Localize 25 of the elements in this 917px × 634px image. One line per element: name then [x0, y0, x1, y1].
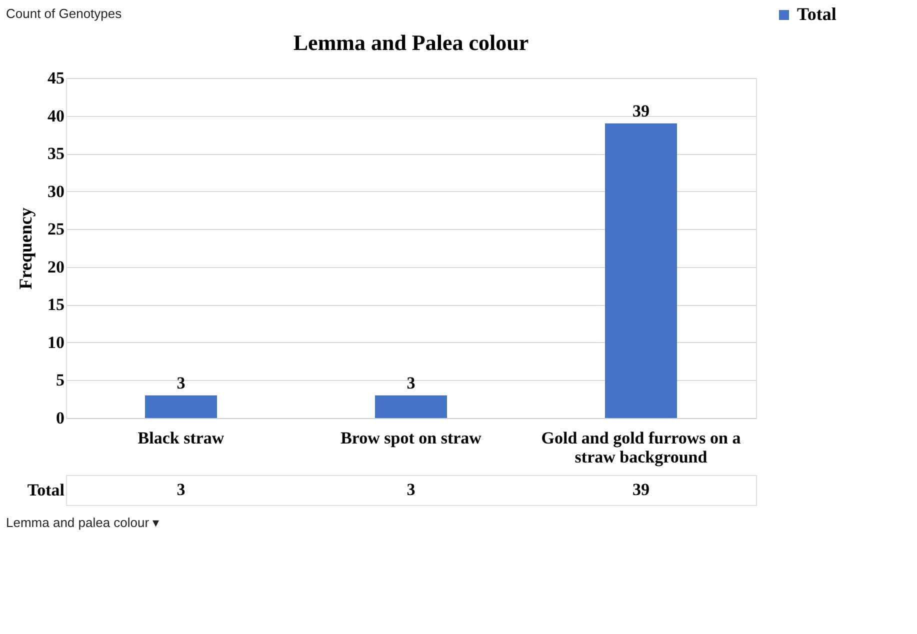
y-tick-label: 15 — [48, 295, 64, 314]
y-tick-label: 25 — [48, 220, 64, 239]
data-label: 3 — [406, 480, 416, 499]
text: Lemma and palea colour ▾ — [6, 515, 160, 530]
y-tick-label: 20 — [48, 257, 64, 276]
text: Count of Genotypes — [6, 6, 122, 21]
text: 39 — [632, 101, 650, 120]
x-tick-label: Brow spot on straw — [340, 428, 482, 448]
data-label: 39 — [632, 480, 650, 499]
text: 3 — [406, 373, 416, 392]
chart-title: Lemma and Palea colour — [293, 30, 529, 55]
y-tick-label: 5 — [56, 370, 64, 390]
legend-label: Total — [797, 4, 836, 24]
y-tick-label: 0 — [56, 408, 64, 428]
text: Total — [27, 480, 64, 500]
x-tick-label: Gold and gold furrows on a straw background — [541, 428, 742, 466]
text: 3 — [176, 373, 186, 392]
y-tick-label: 30 — [48, 182, 64, 201]
data-label: 3 — [176, 480, 186, 499]
y-tick-label: 45 — [48, 68, 64, 88]
y-tick-label: 10 — [48, 332, 64, 352]
y-tick-label: 35 — [48, 144, 64, 164]
x-tick-label: Black straw — [138, 428, 225, 448]
y-tick-label: 40 — [48, 106, 64, 126]
y-axis-title: Frequency — [16, 208, 36, 290]
